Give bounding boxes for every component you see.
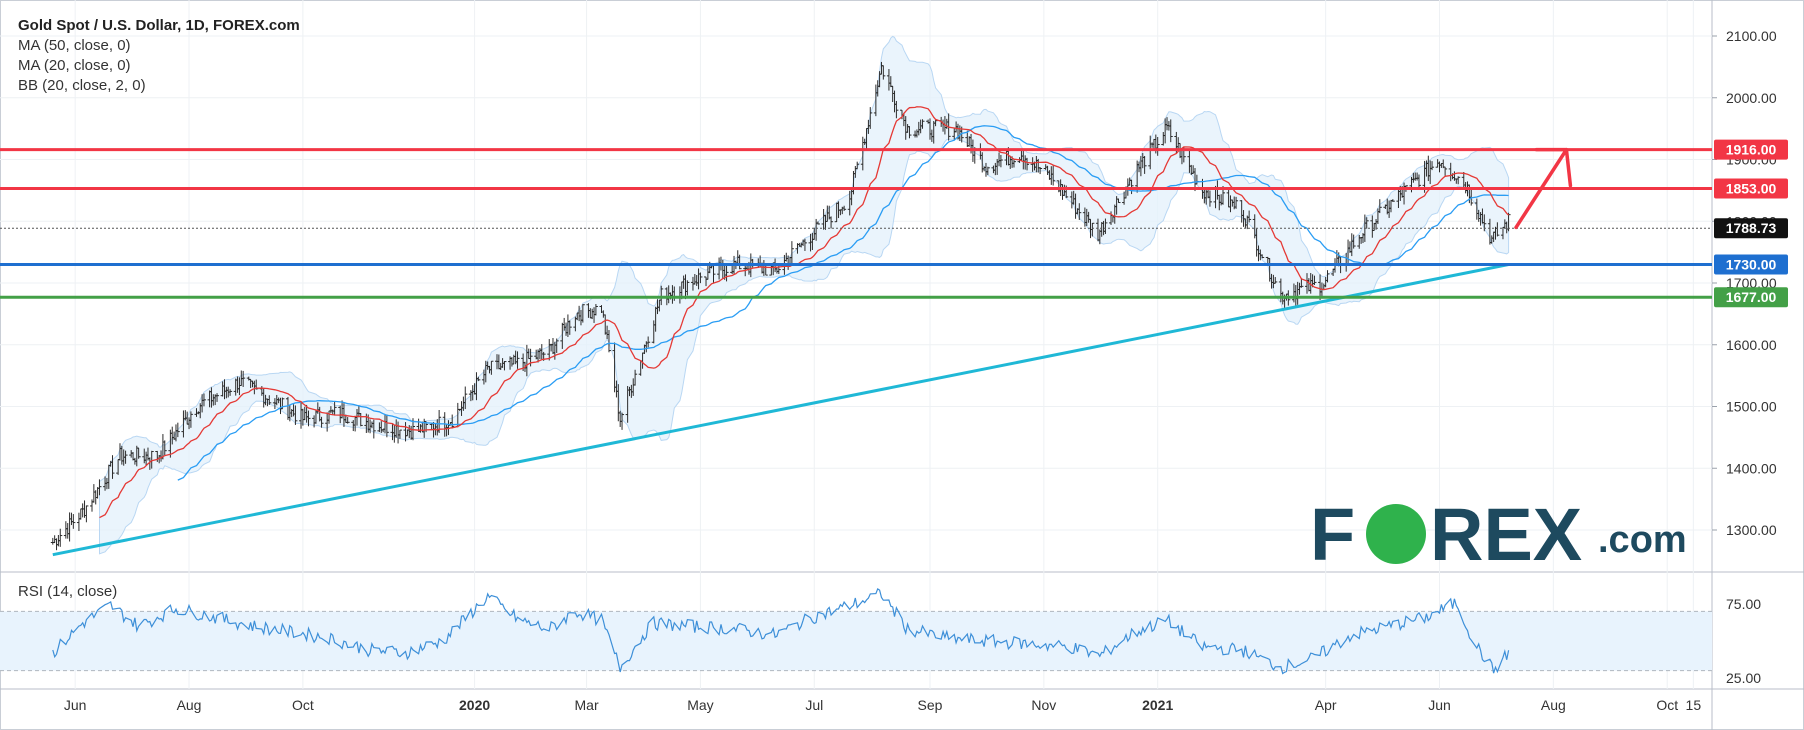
time-tick-label-3: 2020 [459,697,490,713]
price-tick-label-8: 1300.00 [1726,522,1777,538]
level-label-3: 1730.00 [1726,256,1777,272]
price-tick-label-0: 2100.00 [1726,28,1777,44]
level-tag-1 [1714,178,1788,199]
price-tick-label-1: 2000.00 [1726,90,1777,106]
ma50-line [177,125,1509,481]
chart-legend: Gold Spot / U.S. Dollar, 1D, FOREX.com M… [18,16,300,96]
time-tick-label-14: 15 [1686,697,1702,713]
level-label-4: 1677.00 [1726,289,1777,305]
time-tick-label-8: Nov [1031,697,1056,713]
time-tick-label-9: 2021 [1142,697,1173,713]
price-tick-label-5: 1600.00 [1726,337,1777,353]
time-tick-label-2: Oct [292,697,314,713]
ma20-line [99,106,1510,519]
trendline [52,263,1509,557]
time-tick-label-6: Jul [805,697,823,713]
level-label-1: 1853.00 [1726,181,1777,197]
projection-arrow [1514,147,1573,230]
rsi-tick-label-1: 25.00 [1726,670,1761,686]
forex-logo: F REX .com [1310,493,1687,576]
rsi-tick-label-0: 75.00 [1726,596,1761,612]
level-tag-3 [1714,254,1788,275]
level-tag-2 [1714,218,1788,239]
time-tick-label-10: Apr [1315,697,1337,713]
level-tag-0 [1714,139,1788,160]
rsi-line [52,588,1510,675]
logo-o-circle [1366,504,1426,564]
level-label-0: 1916.00 [1726,142,1777,158]
price-tick-label-4: 1700.00 [1726,275,1777,291]
chart-title: Gold Spot / U.S. Dollar, 1D, FOREX.com [18,17,300,34]
logo-letters-rex: REX [1430,493,1582,576]
legend-ma50: MA (50, close, 0) [18,37,131,54]
legend-bb: BB (20, close, 2, 0) [18,77,146,94]
time-tick-label-5: May [687,697,713,713]
price-tick-label-6: 1500.00 [1726,399,1777,415]
time-tick-label-12: Aug [1541,697,1566,713]
legend-ma20: MA (20, close, 0) [18,57,131,74]
logo-dotcom: .com [1598,519,1687,561]
level-label-2: 1788.73 [1726,220,1777,236]
time-tick-label-4: Mar [575,697,599,713]
logo-letter-f: F [1310,493,1355,576]
price-tick-label-7: 1400.00 [1726,460,1777,476]
level-tag-4 [1714,287,1788,308]
time-tick-label-1: Aug [177,697,202,713]
time-tick-label-0: Jun [64,697,87,713]
rsi-band [0,611,1712,671]
time-tick-label-11: Jun [1428,697,1451,713]
time-tick-label-7: Sep [918,697,943,713]
rsi-legend: RSI (14, close) [18,583,118,600]
time-tick-label-13: Oct [1656,697,1678,713]
